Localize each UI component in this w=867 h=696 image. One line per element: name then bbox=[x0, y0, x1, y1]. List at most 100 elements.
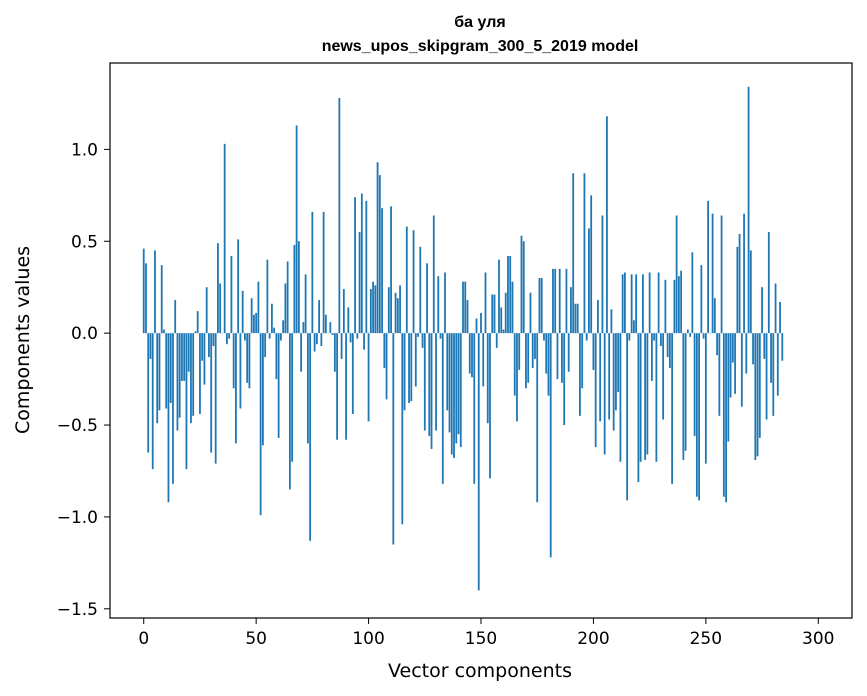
bar-61 bbox=[279, 333, 282, 341]
bar-166 bbox=[516, 333, 518, 422]
bar-72 bbox=[304, 274, 307, 334]
bar-145 bbox=[468, 333, 471, 374]
bar-189 bbox=[567, 333, 570, 372]
bar-218 bbox=[633, 320, 635, 334]
x-axis-label: Vector components bbox=[388, 660, 572, 682]
bar-176 bbox=[538, 278, 541, 334]
bar-200 bbox=[592, 333, 595, 370]
bar-78 bbox=[318, 300, 321, 334]
bar-75 bbox=[311, 211, 314, 334]
bar-49 bbox=[253, 314, 255, 334]
bar-255 bbox=[716, 333, 718, 356]
bar-279 bbox=[770, 333, 772, 383]
bar-103 bbox=[374, 285, 377, 334]
bar-230 bbox=[659, 333, 662, 347]
bar-143 bbox=[464, 281, 467, 334]
bar-195 bbox=[581, 333, 584, 389]
bar-278 bbox=[767, 232, 770, 334]
bar-18 bbox=[183, 333, 186, 381]
bar-207 bbox=[608, 333, 611, 420]
bar-265 bbox=[738, 233, 741, 334]
bar-3 bbox=[149, 333, 152, 359]
bar-249 bbox=[702, 333, 705, 339]
bar-133 bbox=[441, 333, 444, 484]
bar-262 bbox=[731, 333, 734, 363]
bar-134 bbox=[444, 272, 446, 334]
bar-284 bbox=[781, 333, 784, 361]
bar-116 bbox=[403, 333, 406, 411]
bar-179 bbox=[545, 333, 548, 374]
bar-110 bbox=[390, 206, 392, 334]
bar-244 bbox=[691, 252, 694, 334]
bar-42 bbox=[237, 239, 240, 334]
x-tick-label: 150 bbox=[465, 629, 497, 649]
bar-185 bbox=[558, 268, 561, 334]
bar-95 bbox=[356, 333, 359, 339]
bar-23 bbox=[194, 331, 197, 334]
bar-31 bbox=[212, 333, 215, 347]
bar-159 bbox=[500, 307, 503, 334]
bar-268 bbox=[745, 333, 748, 374]
bar-84 bbox=[331, 333, 334, 335]
chart-title: ба уля bbox=[454, 14, 505, 31]
x-tick-label: 300 bbox=[802, 629, 834, 649]
bar-274 bbox=[758, 333, 761, 438]
bar-193 bbox=[576, 303, 579, 334]
chart-subtitle: news_upos_skipgram_300_5_2019 model bbox=[322, 38, 639, 55]
bar-98 bbox=[363, 333, 365, 350]
bar-91 bbox=[347, 307, 350, 334]
bar-59 bbox=[275, 333, 278, 380]
bar-270 bbox=[749, 250, 752, 334]
bar-137 bbox=[450, 333, 453, 455]
bar-246 bbox=[695, 333, 698, 497]
bar-219 bbox=[635, 274, 638, 334]
bar-102 bbox=[372, 281, 374, 334]
bar-229 bbox=[657, 272, 660, 334]
bar-223 bbox=[644, 333, 647, 460]
bar-2 bbox=[147, 333, 150, 453]
bar-22 bbox=[192, 333, 195, 416]
bar-20 bbox=[187, 333, 190, 372]
bar-74 bbox=[309, 333, 312, 541]
bar-267 bbox=[743, 213, 745, 334]
y-tick-label: −1.0 bbox=[57, 508, 98, 528]
bar-69 bbox=[297, 241, 300, 334]
bar-101 bbox=[369, 289, 372, 334]
bar-14 bbox=[174, 300, 177, 334]
bar-15 bbox=[176, 333, 179, 431]
bar-52 bbox=[259, 333, 262, 516]
x-axis-ticks: 0 50 100 150 200 250 300 bbox=[138, 618, 834, 649]
bar-94 bbox=[354, 197, 356, 334]
bar-276 bbox=[763, 333, 766, 359]
bar-214 bbox=[624, 272, 626, 334]
bar-225 bbox=[648, 272, 651, 334]
bar-253 bbox=[711, 213, 714, 334]
bar-93 bbox=[351, 333, 354, 415]
bar-142 bbox=[462, 281, 464, 334]
bar-100 bbox=[367, 333, 370, 422]
bar-187 bbox=[563, 333, 566, 426]
x-tick-label: 250 bbox=[690, 629, 722, 649]
bar-30 bbox=[210, 333, 213, 453]
bar-178 bbox=[543, 333, 545, 341]
bar-175 bbox=[536, 333, 539, 503]
bar-105 bbox=[378, 175, 381, 334]
bar-256 bbox=[718, 333, 721, 416]
bar-29 bbox=[208, 333, 210, 358]
bar-26 bbox=[201, 333, 204, 361]
bar-254 bbox=[713, 298, 716, 334]
bar-77 bbox=[315, 333, 318, 345]
bar-260 bbox=[727, 333, 730, 442]
bar-259 bbox=[725, 333, 727, 503]
bar-7 bbox=[158, 333, 161, 411]
bar-131 bbox=[437, 276, 440, 334]
bar-64 bbox=[286, 261, 289, 334]
bar-55 bbox=[266, 259, 269, 334]
y-tick-label: −1.5 bbox=[57, 600, 98, 620]
bar-130 bbox=[435, 333, 437, 431]
bar-120 bbox=[412, 230, 415, 334]
bar-85 bbox=[333, 333, 336, 372]
bar-264 bbox=[736, 246, 739, 334]
bar-237 bbox=[675, 215, 678, 334]
